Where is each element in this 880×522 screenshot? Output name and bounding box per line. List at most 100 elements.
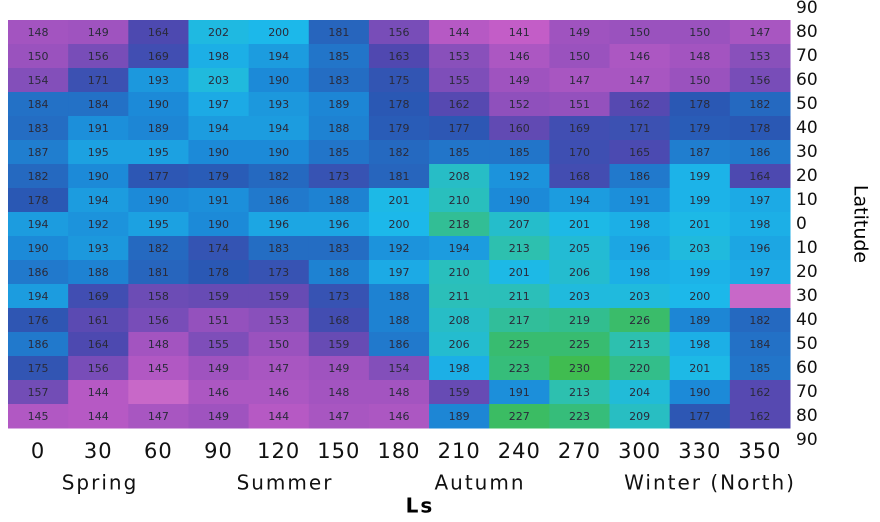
- cell-label: 153: [268, 314, 289, 327]
- cell-label: 203: [208, 74, 229, 87]
- y-tick-label: 40: [796, 310, 818, 330]
- cell-label: 206: [569, 266, 590, 279]
- season-label: Winter (North): [624, 471, 796, 495]
- heat-cell: [368, 44, 430, 69]
- heat-cell: [669, 20, 731, 45]
- cell-label: 186: [389, 338, 410, 351]
- heat-cell: [8, 164, 69, 189]
- cell-label: 190: [208, 218, 229, 231]
- heat-cell: [429, 116, 490, 141]
- y-tick-label: 90: [796, 0, 818, 18]
- x-tick-label: 150: [317, 439, 360, 463]
- cell-label: 226: [629, 314, 650, 327]
- heat-cell: [368, 92, 430, 117]
- cell-label: 201: [569, 218, 590, 231]
- heat-cell: [489, 188, 550, 213]
- empty-cell: [128, 380, 189, 405]
- heat-cell: [188, 68, 250, 93]
- heat-cell: [669, 188, 731, 213]
- heat-cell: [368, 332, 430, 357]
- heat-cell: [368, 164, 430, 189]
- heat-cell: [549, 332, 611, 357]
- cell-label: 182: [749, 314, 770, 327]
- heat-cell: [489, 140, 550, 165]
- heat-cell: [549, 44, 611, 69]
- heat-cell: [549, 92, 611, 117]
- cell-label: 186: [749, 146, 770, 159]
- cell-label: 193: [88, 242, 109, 255]
- heat-cell: [188, 20, 250, 45]
- cell-label: 149: [88, 26, 109, 39]
- heat-cell: [729, 236, 791, 261]
- cell-label: 190: [509, 194, 530, 207]
- cell-label: 197: [389, 266, 410, 279]
- cell-label: 145: [148, 362, 169, 375]
- cell-label: 201: [509, 266, 530, 279]
- cell-label: 151: [569, 98, 590, 111]
- heat-cell: [8, 380, 69, 405]
- heat-cell: [549, 212, 611, 237]
- cell-label: 187: [28, 146, 49, 159]
- heat-cell: [669, 140, 731, 165]
- cell-label: 179: [389, 122, 410, 135]
- heat-cell: [188, 44, 250, 69]
- cell-label: 217: [509, 314, 530, 327]
- heat-cell: [729, 44, 791, 69]
- cell-label: 188: [328, 194, 349, 207]
- cell-label: 193: [148, 74, 169, 87]
- cell-label: 146: [268, 386, 289, 399]
- cell-label: 159: [449, 386, 470, 399]
- x-tick-label: 30: [84, 439, 113, 463]
- heat-cell: [729, 140, 791, 165]
- heat-cell: [429, 284, 490, 309]
- heat-cell: [368, 188, 430, 213]
- cell-label: 200: [268, 26, 289, 39]
- cell-label: 177: [148, 170, 169, 183]
- cell-label: 200: [389, 218, 410, 231]
- y-tick-label: 70: [796, 382, 818, 402]
- heat-cell: [128, 92, 189, 117]
- heat-cell: [68, 404, 129, 429]
- cell-label: 164: [88, 338, 109, 351]
- cell-label: 182: [749, 98, 770, 111]
- heat-cell: [8, 260, 69, 285]
- heat-cell: [669, 212, 731, 237]
- cell-label: 208: [449, 170, 470, 183]
- heat-cell: [669, 68, 731, 93]
- x-axis-label: Ls: [406, 494, 435, 518]
- cell-label: 163: [389, 50, 410, 63]
- cell-label: 201: [389, 194, 410, 207]
- cell-label: 153: [449, 50, 470, 63]
- cell-label: 185: [449, 146, 470, 159]
- cell-label: 186: [28, 338, 49, 351]
- cell-label: 198: [449, 362, 470, 375]
- heat-cell: [368, 356, 430, 381]
- cell-label: 149: [208, 410, 229, 423]
- cell-label: 173: [328, 290, 349, 303]
- heat-cell: [609, 188, 671, 213]
- y-tick-label: 10: [796, 238, 818, 258]
- y-tick-label: 30: [796, 286, 818, 306]
- cell-label: 194: [28, 290, 49, 303]
- cell-label: 173: [328, 170, 349, 183]
- heat-cell: [128, 308, 189, 333]
- heat-cell: [188, 188, 250, 213]
- cell-label: 219: [569, 314, 590, 327]
- cell-label: 169: [569, 122, 590, 135]
- cell-label: 146: [208, 386, 229, 399]
- x-tick-label: 90: [204, 439, 233, 463]
- cell-label: 154: [389, 362, 410, 375]
- cell-label: 213: [569, 386, 590, 399]
- heat-cell: [729, 92, 791, 117]
- cell-label: 198: [629, 218, 650, 231]
- cell-label: 210: [449, 266, 470, 279]
- cell-label: 161: [88, 314, 109, 327]
- cell-label: 148: [328, 386, 349, 399]
- cell-label: 183: [268, 242, 289, 255]
- heat-cell: [609, 92, 671, 117]
- x-tick-label: 330: [678, 439, 721, 463]
- cell-label: 200: [689, 290, 710, 303]
- heat-cell: [429, 356, 490, 381]
- heat-cell: [8, 188, 69, 213]
